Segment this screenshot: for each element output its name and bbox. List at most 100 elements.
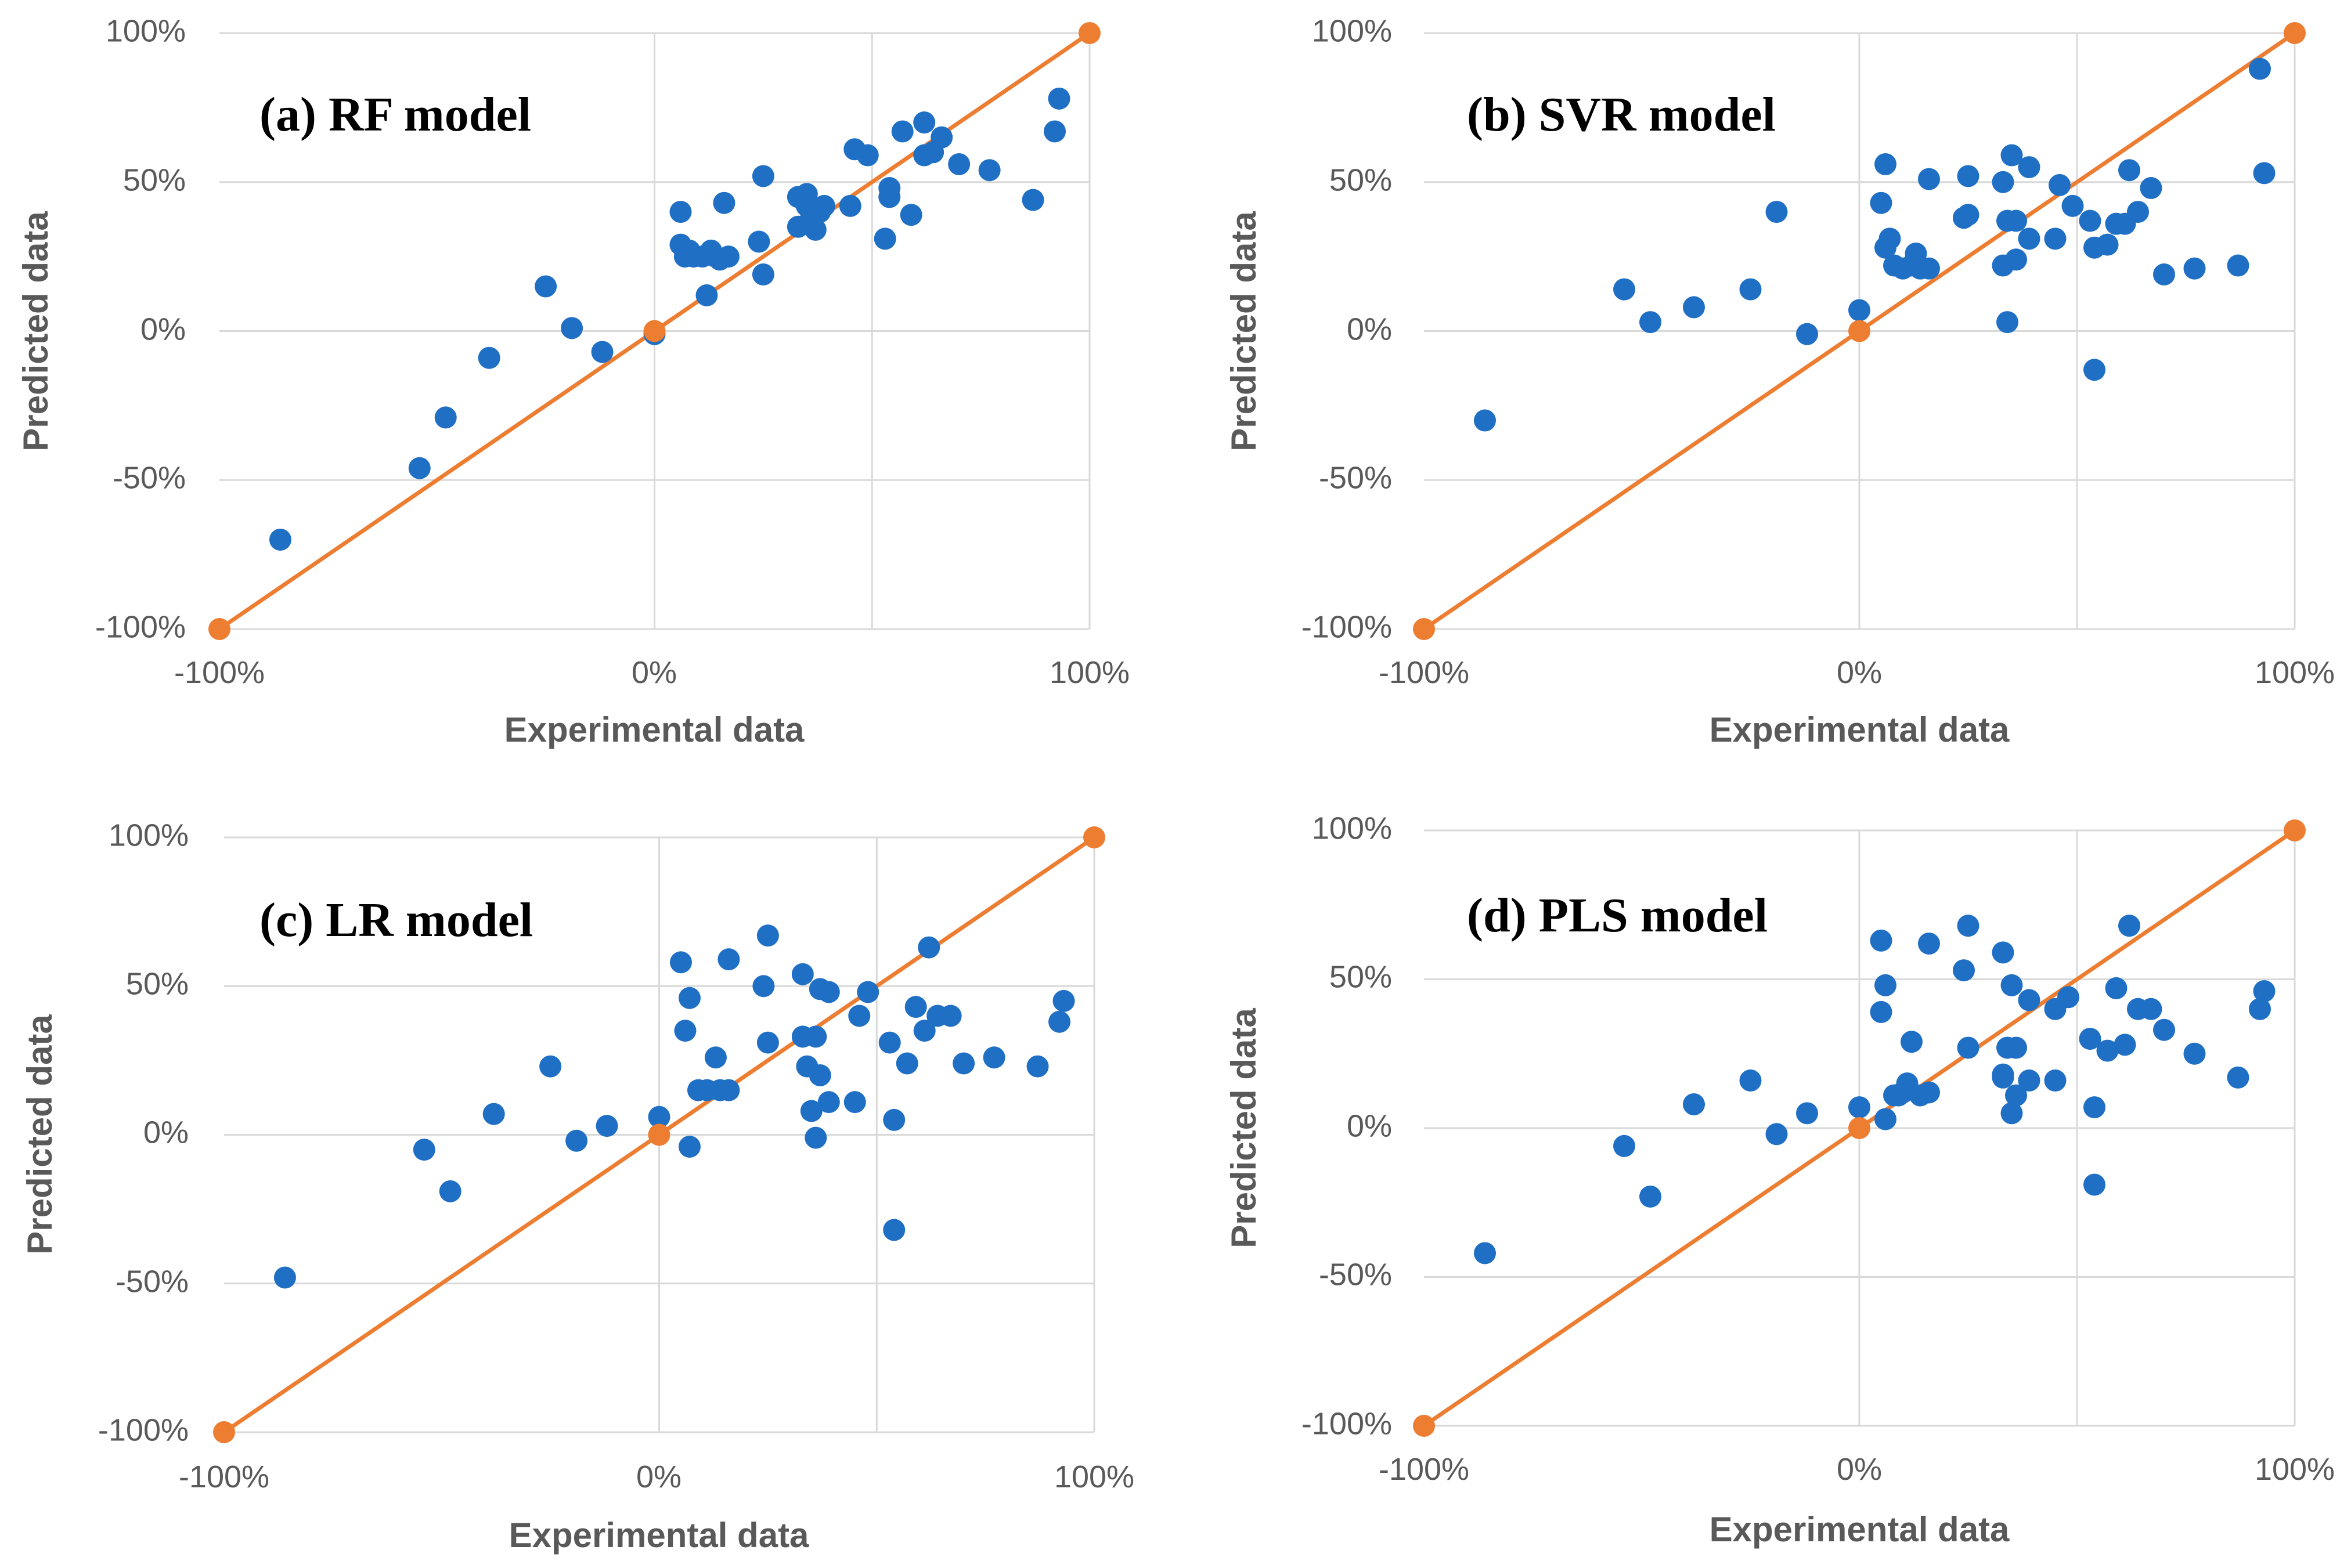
data-point — [1870, 192, 1892, 214]
data-point — [565, 1129, 588, 1152]
data-point — [856, 144, 879, 167]
data-point — [596, 1115, 618, 1137]
data-point — [1796, 323, 1818, 345]
data-point — [273, 1266, 296, 1289]
data-point — [2005, 1036, 2027, 1059]
y-axis-title: Predicted data — [20, 1014, 59, 1255]
data-point — [1870, 929, 1892, 952]
data-point — [791, 963, 814, 985]
data-point — [2018, 227, 2040, 250]
data-point — [1953, 959, 1975, 982]
panel-c: (c) LR model 100% 50% 0% -50% -100% -100… — [20, 818, 1134, 1555]
data-point — [983, 1046, 1005, 1069]
data-point — [817, 981, 840, 1003]
data-point — [2061, 194, 2084, 217]
x-axis-title: Experimental data — [504, 710, 805, 749]
data-point — [756, 924, 779, 947]
data-point — [1052, 989, 1075, 1012]
data-point — [1957, 204, 1979, 226]
y-tick-label: -50% — [1319, 460, 1392, 495]
y-tick-label: 50% — [1329, 959, 1392, 994]
data-point — [878, 177, 901, 200]
data-point — [678, 1136, 701, 1158]
panel-title: (b) SVR model — [1467, 88, 1776, 142]
data-point — [439, 1180, 461, 1202]
data-point — [878, 1031, 901, 1054]
data-point — [2083, 359, 2105, 381]
data-point — [752, 263, 774, 286]
data-point — [948, 153, 971, 175]
ideal-line-marker — [1848, 320, 1870, 342]
data-point — [848, 1005, 871, 1027]
data-point — [883, 1108, 906, 1131]
data-point — [2105, 977, 2128, 999]
data-point — [648, 1105, 670, 1128]
data-point — [913, 1020, 936, 1042]
data-point — [891, 120, 914, 143]
y-tick-label: 100% — [106, 13, 186, 48]
data-point — [839, 194, 861, 217]
data-point — [1765, 1123, 1788, 1146]
data-point — [2253, 162, 2276, 185]
data-point — [1901, 1031, 1923, 1053]
data-point — [900, 204, 922, 226]
data-point — [2000, 974, 2023, 996]
panel-title: (d) PLS model — [1467, 888, 1768, 942]
data-point — [1765, 201, 1788, 223]
data-point — [1992, 171, 2014, 193]
data-point — [434, 406, 457, 429]
data-point — [2153, 1018, 2175, 1041]
data-point — [591, 341, 614, 363]
data-point — [1048, 1010, 1071, 1033]
data-point — [2183, 257, 2206, 280]
data-point — [1992, 941, 2014, 964]
y-tick-label: 50% — [126, 966, 189, 1001]
panel-a: (a) RF model 100% 50% 0% -50% -100% -100… — [16, 13, 1130, 749]
data-point — [1918, 1081, 1940, 1104]
panel-title: (a) RF model — [259, 88, 531, 142]
x-axis-title: Experimental data — [1710, 1510, 2010, 1549]
data-point — [539, 1055, 562, 1078]
data-point — [1613, 1135, 1635, 1157]
data-point — [2044, 227, 2067, 250]
data-point — [805, 1025, 827, 1048]
data-point — [2183, 1042, 2206, 1065]
data-point — [1874, 974, 1896, 996]
y-tick-label: -100% — [1301, 609, 1392, 644]
y-axis-title: Predicted data — [16, 211, 55, 451]
data-point — [2153, 263, 2175, 286]
data-point — [904, 996, 927, 1018]
x-axis-title: Experimental data — [509, 1516, 809, 1555]
y-tick-label: 0% — [143, 1115, 189, 1150]
ideal-line-marker — [648, 1123, 670, 1146]
data-point — [752, 975, 775, 998]
data-point — [535, 275, 557, 298]
data-point — [1683, 1093, 1705, 1115]
data-point — [874, 227, 896, 250]
data-point — [1957, 915, 1979, 937]
data-point — [1683, 296, 1705, 319]
data-point — [2005, 1084, 2027, 1107]
data-point — [1639, 311, 1661, 334]
data-point — [669, 201, 692, 223]
x-tick-label: -100% — [1379, 1452, 1469, 1487]
data-point — [2096, 1039, 2119, 1062]
y-tick-label: -50% — [116, 1264, 189, 1299]
data-point — [2118, 159, 2140, 182]
y-tick-label: 50% — [123, 162, 186, 197]
data-point — [269, 528, 291, 551]
data-point — [1796, 1102, 1818, 1125]
x-tick-label: 0% — [632, 655, 677, 690]
data-point — [813, 194, 835, 217]
data-point — [482, 1103, 505, 1125]
y-tick-label: 0% — [140, 312, 186, 346]
data-point — [1957, 1036, 1979, 1059]
data-point — [2253, 980, 2276, 1003]
data-point — [896, 1052, 918, 1075]
data-point — [1848, 1096, 1870, 1119]
data-point — [2083, 1173, 2105, 1196]
data-point — [2018, 156, 2040, 179]
data-point — [843, 1091, 866, 1114]
y-tick-label: -50% — [1319, 1257, 1392, 1292]
data-point — [2000, 144, 2023, 167]
